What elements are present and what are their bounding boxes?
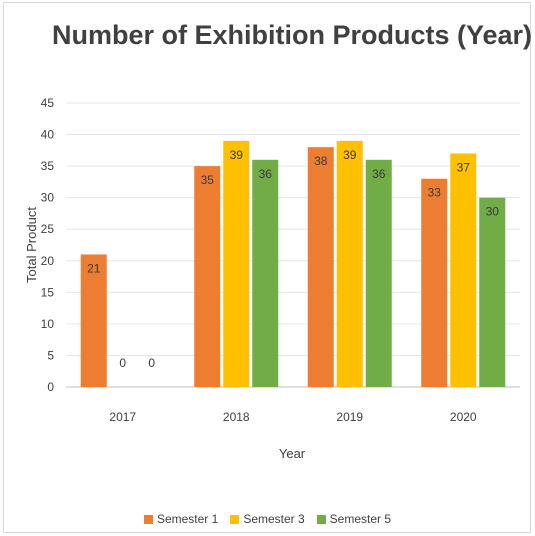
data-label: 0	[119, 356, 126, 370]
data-label: 30	[486, 205, 500, 219]
data-label: 33	[428, 186, 442, 200]
legend: Semester 1 Semester 3 Semester 5	[0, 512, 535, 527]
data-label: 0	[148, 356, 155, 370]
x-tick-label: 2018	[223, 410, 250, 424]
legend-label: Semester 5	[329, 512, 392, 526]
data-label: 36	[259, 167, 273, 181]
data-label: 39	[230, 148, 244, 162]
y-tick-label: 45	[41, 96, 55, 110]
legend-label: Semester 1	[156, 512, 219, 526]
chart-title: Number of Exhibition Products (Year)	[52, 20, 532, 50]
bar	[479, 197, 506, 387]
data-label: 39	[343, 148, 357, 162]
bar	[223, 140, 250, 387]
bar	[365, 159, 392, 387]
legend-item: Semester 5	[316, 512, 392, 526]
y-tick-label: 15	[41, 285, 55, 299]
data-label: 36	[372, 167, 386, 181]
y-tick-label: 20	[41, 254, 55, 268]
bar	[194, 166, 221, 387]
bars: 21 0 0 35 39 36 38 39 36 33 37 30	[80, 140, 506, 387]
legend-swatch	[230, 514, 240, 524]
y-tick-label: 25	[41, 222, 55, 236]
y-axis-ticks: 0 5 10 15 20 25 30 35 40 45	[41, 96, 55, 394]
bar	[80, 254, 107, 387]
y-tick-label: 10	[41, 317, 55, 331]
y-tick-label: 40	[41, 128, 55, 142]
bar	[307, 147, 334, 387]
x-tick-label: 2019	[336, 410, 363, 424]
legend-item: Semester 3	[230, 512, 305, 526]
legend-item: Semester 1	[143, 512, 219, 526]
data-label: 21	[87, 261, 101, 275]
y-tick-label: 5	[47, 348, 54, 362]
x-axis-title: Year	[279, 446, 306, 461]
legend-swatch	[316, 514, 326, 524]
legend-label: Semester 3	[243, 512, 305, 526]
bar	[252, 159, 279, 387]
y-tick-label: 0	[47, 380, 54, 394]
bar	[421, 178, 448, 387]
y-axis-title: Total Product	[24, 207, 39, 283]
bar	[336, 140, 363, 387]
legend-swatch	[143, 514, 153, 524]
x-tick-label: 2017	[109, 410, 136, 424]
data-label: 35	[201, 173, 215, 187]
y-tick-label: 35	[41, 159, 55, 173]
x-tick-label: 2020	[450, 410, 477, 424]
y-tick-label: 30	[41, 191, 55, 205]
data-label: 37	[457, 160, 471, 174]
x-axis-ticks: 2017 2018 2019 2020	[109, 410, 477, 424]
bar	[450, 153, 477, 387]
data-label: 38	[314, 154, 328, 168]
